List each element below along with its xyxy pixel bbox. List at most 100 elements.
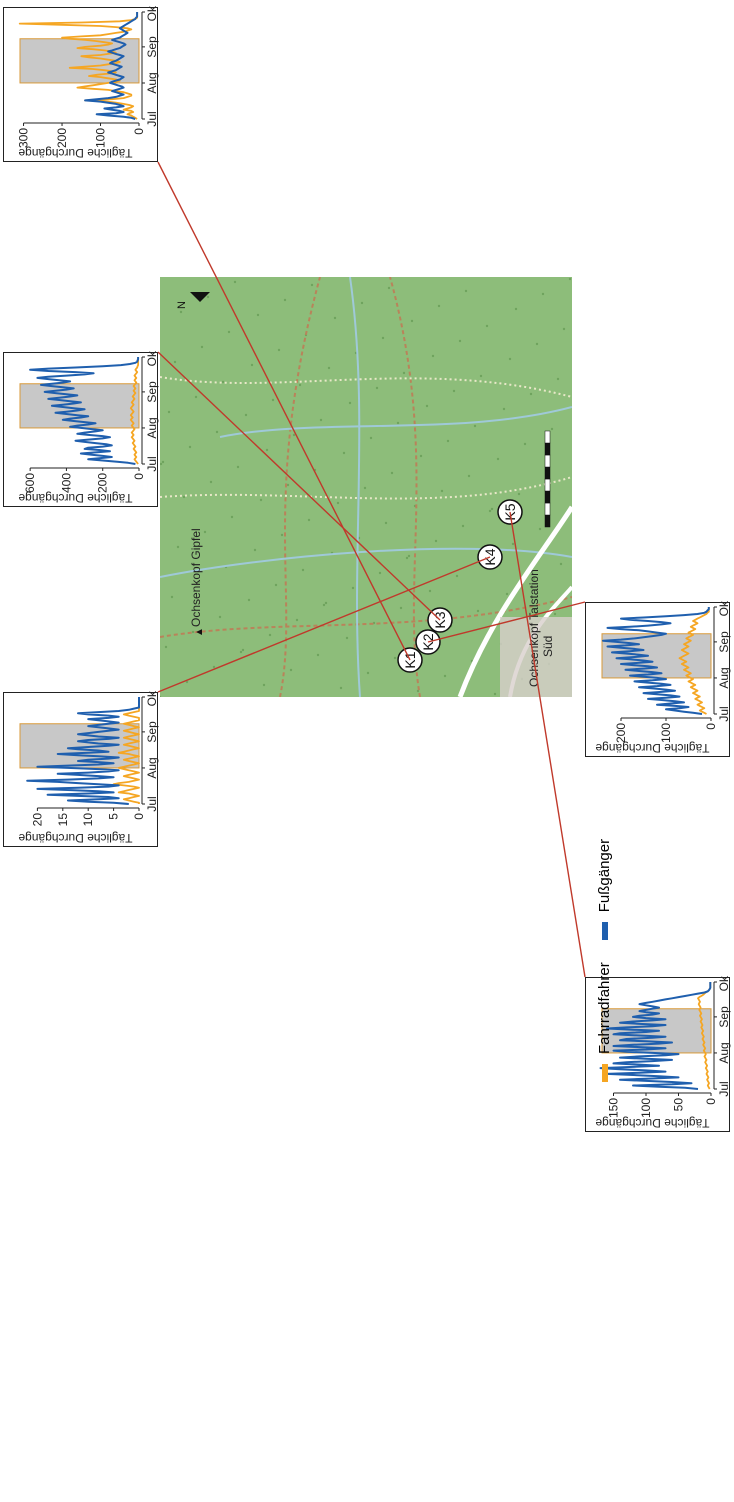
forest-dot [274,583,278,587]
forest-dot [233,280,237,284]
forest-dot [173,360,177,364]
station-label: Ochsenkopf Talstation [527,569,541,687]
legend-fahrrad-swatch [601,1064,608,1082]
y-tick-label: 100 [94,128,108,148]
scale-bar-segment [544,466,551,480]
scale-bar-segment [544,430,551,444]
legend-fuss-swatch [601,922,608,941]
x-tick-label: Aug [717,667,731,688]
series-line-fussgaenger [29,357,140,465]
forest-dot [476,609,480,613]
forest-dot [230,515,234,519]
forest-dot [419,454,423,458]
forest-dot [241,648,245,652]
forest-dot [399,606,403,610]
series-line-fussgaenger [602,607,710,715]
forest-dot [170,595,174,599]
x-tick-label: Sep [145,381,159,403]
x-tick-label: Jul [145,796,159,811]
forest-dot [428,589,432,593]
peak-arrow-icon: ▲ [194,627,205,637]
map-path [349,277,361,697]
map-canvas: Ochsenkopf Gipfel▲ Ochsenkopf Talstation S… [160,277,572,697]
forest-dot [538,527,542,531]
y-tick-label: 300 [17,128,31,148]
y-axis-label: Tägliche Durchgänge [18,831,132,845]
forest-dot [209,480,213,484]
forest-dot [529,392,533,396]
y-tick-label: 5 [107,813,121,820]
forest-dot [366,671,370,675]
x-tick-label: Sep [145,36,159,58]
forest-dot [253,548,257,552]
forest-dot [396,421,400,425]
svg-text:K3: K3 [432,611,448,628]
marker-K4: K4 [477,544,503,570]
forest-dot [541,292,545,296]
forest-dot [434,539,438,543]
forest-dot [236,465,240,469]
forest-dot [289,668,293,672]
forest-dot [259,498,263,502]
y-axis-label: Tägliche Durchgänge [18,491,132,505]
series-line-fussgaenger [84,12,139,120]
forest-dot [455,574,459,578]
scale-bar-segment [544,454,551,468]
series-line-fahrradfahrer [112,697,140,804]
forest-dot [221,380,225,384]
forest-dot [215,430,219,434]
forest-dot [283,298,287,302]
forest-dot [496,457,500,461]
forest-dot [256,313,260,317]
forest-dot [467,474,471,478]
y-tick-label: 0 [132,128,146,135]
forest-dot [452,389,456,393]
forest-dot [200,345,204,349]
x-tick-label: Okt [145,351,159,366]
panel-K1: Tägliche Durchgänge 0 100 200 300 Jul Aug Sep Ok… [3,6,159,162]
forest-dot [425,404,429,408]
forest-dot [464,289,468,293]
forest-dot [316,653,320,657]
panel-K2: Tägliche Durchgänge 0 100 200 Jul Aug Sep Okt [585,601,731,757]
forest-dot [206,295,210,299]
marker-K2: K2 [415,629,441,655]
y-tick-label: 100 [639,1098,653,1118]
forest-dot [550,427,554,431]
forest-dot [351,586,355,590]
scale-bar-segment [544,490,551,504]
forest-dot [160,695,162,697]
y-axis-label: Tägliche Durchgänge [18,146,132,160]
chart-K2: Tägliche Durchgänge 0 100 200 Jul Aug Sep Okt [595,601,731,755]
forest-dot [490,507,494,511]
forest-dot [262,683,266,687]
forest-dot [277,348,281,352]
map-path [160,376,572,398]
y-tick-label: 200 [614,723,628,743]
scale-bar-segment [544,478,551,492]
forest-dot [345,636,349,640]
forest-dot [553,612,557,616]
x-tick-label: Sep [145,721,159,743]
y-tick-label: 600 [23,473,37,493]
forest-dot [164,645,168,649]
series-line-fahrradfahrer [678,607,710,715]
chart-K3: Tägliche Durchgänge 0 200 400 600 Jul Aug Sep Ok… [18,351,159,505]
y-tick-label: 0 [704,723,718,730]
forest-dot [161,460,165,464]
forest-dot [298,383,302,387]
forest-dot [443,674,447,678]
y-tick-label: 200 [96,473,110,493]
forest-dot [244,413,248,417]
forest-dot [239,650,243,654]
forest-dot [339,686,343,690]
forest-dot [185,680,189,684]
forest-dot [322,603,326,607]
map-path [160,547,572,578]
y-tick-label: 150 [607,1098,621,1118]
y-tick-label: 20 [30,813,44,827]
forest-dot [250,363,254,367]
forest-dot [514,307,518,311]
forest-dot [176,545,180,549]
